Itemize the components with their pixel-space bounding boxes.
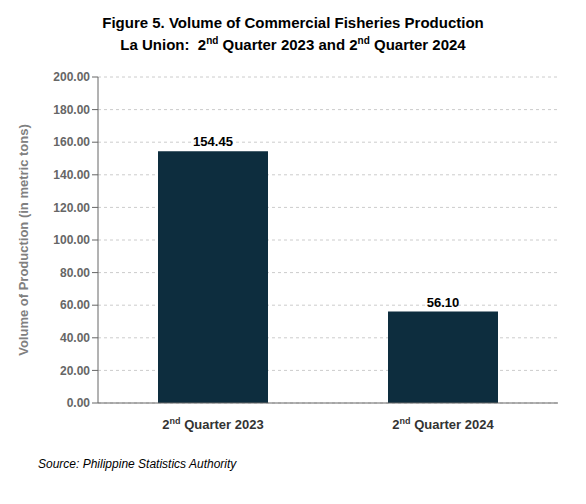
svg-text:Volume of Production (in metri: Volume of Production (in metric tons) [16, 124, 31, 356]
html-text:Source: Philippine Statistics: Source: Philippine Statistics Authority [38, 457, 237, 471]
svg-text:80.00: 80.00 [60, 266, 90, 280]
svg-text:40.00: 40.00 [60, 331, 90, 345]
svg-text:56.10: 56.10 [427, 295, 460, 310]
html-text:Figure 5. Volume of Commercial: Figure 5. Volume of Commercial Fisheries… [102, 14, 484, 31]
svg-text:100.00: 100.00 [53, 233, 90, 247]
svg-text:2nd Quarter 2024: 2nd Quarter 2024 [392, 416, 494, 432]
svg-text:160.00: 160.00 [53, 135, 90, 149]
svg-text:20.00: 20.00 [60, 364, 90, 378]
svg-text:2nd Quarter 2023: 2nd Quarter 2023 [162, 416, 263, 432]
svg-text:140.00: 140.00 [53, 168, 90, 182]
html-text:La Union: 2ndQuarter 2023 and: La Union: 2ndQuarter 2023 and 2ndQuarter… [120, 35, 466, 53]
svg-text:154.45: 154.45 [193, 134, 233, 149]
svg-text:180.00: 180.00 [53, 103, 90, 117]
svg-text:0.00: 0.00 [67, 396, 91, 410]
svg-text:200.00: 200.00 [53, 70, 90, 84]
svg-text:120.00: 120.00 [53, 201, 90, 215]
svg-text:60.00: 60.00 [60, 298, 90, 312]
